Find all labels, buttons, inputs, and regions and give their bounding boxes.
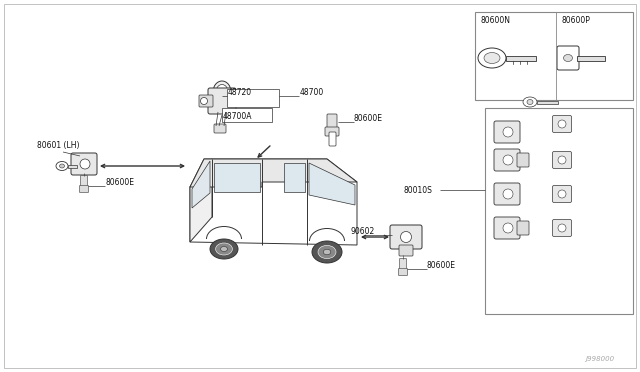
FancyBboxPatch shape: [517, 221, 529, 235]
FancyBboxPatch shape: [494, 121, 520, 143]
FancyBboxPatch shape: [325, 127, 339, 136]
Ellipse shape: [216, 243, 232, 255]
Polygon shape: [214, 163, 260, 192]
Ellipse shape: [60, 164, 65, 168]
FancyBboxPatch shape: [552, 186, 572, 202]
FancyBboxPatch shape: [329, 132, 336, 146]
Ellipse shape: [318, 246, 336, 259]
FancyBboxPatch shape: [552, 115, 572, 132]
FancyBboxPatch shape: [494, 217, 520, 239]
Polygon shape: [190, 159, 357, 245]
Bar: [222, 108, 272, 122]
Ellipse shape: [478, 48, 506, 68]
Ellipse shape: [323, 249, 331, 255]
Ellipse shape: [401, 231, 412, 243]
Bar: [475, 12, 633, 100]
Text: 90602: 90602: [351, 227, 375, 236]
Text: 80010S: 80010S: [404, 186, 433, 195]
Ellipse shape: [312, 241, 342, 263]
Ellipse shape: [503, 127, 513, 137]
Ellipse shape: [523, 97, 537, 107]
Ellipse shape: [484, 52, 500, 64]
Polygon shape: [309, 163, 355, 205]
Bar: [227, 89, 279, 107]
Ellipse shape: [213, 81, 231, 103]
Ellipse shape: [210, 239, 238, 259]
FancyBboxPatch shape: [494, 183, 520, 205]
FancyBboxPatch shape: [494, 149, 520, 171]
FancyBboxPatch shape: [214, 124, 226, 133]
Polygon shape: [68, 164, 77, 167]
Polygon shape: [192, 161, 210, 208]
Ellipse shape: [558, 224, 566, 232]
FancyBboxPatch shape: [79, 186, 88, 192]
Ellipse shape: [80, 159, 90, 169]
Bar: [485, 108, 633, 314]
Text: 80600E: 80600E: [105, 178, 134, 187]
Ellipse shape: [221, 247, 227, 251]
Ellipse shape: [563, 55, 573, 61]
Text: 80601 (LH): 80601 (LH): [37, 141, 79, 150]
FancyBboxPatch shape: [517, 153, 529, 167]
Polygon shape: [190, 159, 357, 187]
Ellipse shape: [558, 120, 566, 128]
Text: 48700A: 48700A: [223, 112, 253, 121]
Text: 80600P: 80600P: [562, 16, 591, 25]
Ellipse shape: [200, 97, 207, 105]
Polygon shape: [506, 55, 536, 61]
Text: 80600E: 80600E: [427, 261, 456, 270]
Polygon shape: [284, 163, 305, 192]
Text: 48720: 48720: [228, 88, 252, 97]
FancyBboxPatch shape: [399, 259, 406, 269]
FancyBboxPatch shape: [81, 176, 88, 186]
Text: 80600E: 80600E: [354, 114, 383, 123]
FancyBboxPatch shape: [557, 46, 579, 70]
Ellipse shape: [56, 161, 68, 170]
FancyBboxPatch shape: [552, 151, 572, 169]
Text: 80600N: 80600N: [481, 16, 511, 25]
FancyBboxPatch shape: [552, 219, 572, 237]
FancyBboxPatch shape: [390, 225, 422, 249]
Polygon shape: [577, 55, 605, 61]
FancyBboxPatch shape: [399, 245, 413, 256]
Ellipse shape: [558, 156, 566, 164]
Ellipse shape: [527, 99, 533, 105]
Polygon shape: [537, 100, 558, 103]
Text: 48700: 48700: [300, 88, 324, 97]
Ellipse shape: [503, 189, 513, 199]
FancyBboxPatch shape: [399, 269, 408, 276]
Ellipse shape: [558, 190, 566, 198]
FancyBboxPatch shape: [208, 88, 236, 114]
FancyBboxPatch shape: [327, 114, 337, 130]
Ellipse shape: [503, 155, 513, 165]
FancyBboxPatch shape: [199, 95, 213, 107]
Polygon shape: [190, 159, 212, 242]
Ellipse shape: [503, 223, 513, 233]
Ellipse shape: [216, 84, 228, 99]
FancyBboxPatch shape: [71, 153, 97, 175]
Text: J998000: J998000: [585, 356, 614, 362]
